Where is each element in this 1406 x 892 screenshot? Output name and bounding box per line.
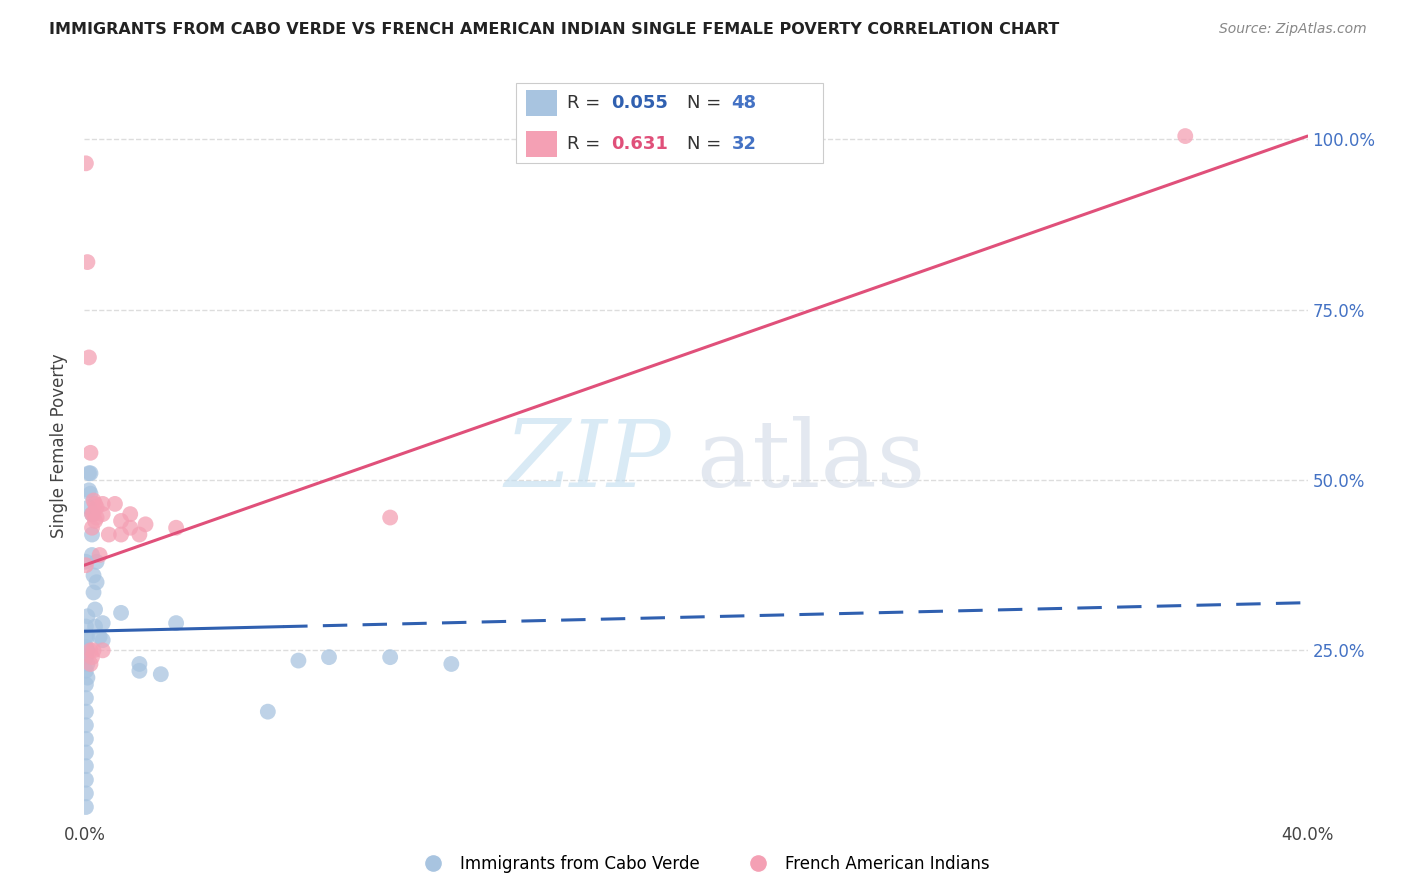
Point [76, 630, 98, 644]
Point [75, 800, 97, 814]
Point [76, 671, 98, 685]
Point [149, 667, 172, 681]
Point [75, 558, 97, 573]
Point [75, 664, 97, 678]
Point [79, 643, 101, 657]
Point [79, 446, 101, 460]
Point [128, 664, 150, 678]
Point [86, 510, 108, 524]
Point [165, 616, 187, 631]
Text: atlas: atlas [696, 416, 925, 506]
Point [75, 746, 97, 760]
Point [75, 759, 97, 773]
Point [83, 493, 105, 508]
Point [97, 527, 120, 541]
Text: 0.055: 0.055 [612, 95, 668, 112]
Point [77, 351, 100, 365]
Point [380, 510, 402, 524]
Point [120, 507, 142, 521]
Point [84, 619, 107, 633]
Point [83, 643, 105, 657]
Point [75, 156, 97, 170]
Text: ZIP: ZIP [505, 416, 672, 506]
Point [110, 514, 132, 528]
Text: 32: 32 [731, 135, 756, 153]
Point [84, 497, 107, 511]
Point [80, 527, 103, 541]
Text: Source: ZipAtlas.com: Source: ZipAtlas.com [1219, 22, 1367, 37]
Point [75, 772, 97, 787]
Point [75, 731, 97, 746]
Point [79, 657, 101, 671]
Point [76, 609, 98, 624]
Point [77, 467, 100, 481]
Point [75, 718, 97, 732]
Text: 0.631: 0.631 [612, 135, 668, 153]
Point [165, 521, 187, 535]
Point [1174, 129, 1197, 144]
Point [83, 507, 105, 521]
FancyBboxPatch shape [526, 131, 557, 157]
Point [135, 517, 157, 532]
Point [80, 521, 103, 535]
Y-axis label: Single Female Poverty: Single Female Poverty [51, 354, 69, 538]
Point [76, 255, 98, 269]
Point [110, 606, 132, 620]
FancyBboxPatch shape [526, 90, 557, 116]
Point [380, 650, 402, 665]
Point [80, 548, 103, 562]
Text: 48: 48 [731, 95, 756, 112]
Point [75, 650, 97, 665]
Legend: Immigrants from Cabo Verde, French American Indians: Immigrants from Cabo Verde, French Ameri… [411, 848, 995, 880]
Point [75, 705, 97, 719]
Point [91, 643, 114, 657]
Text: R =: R = [567, 95, 606, 112]
Text: N =: N = [688, 95, 727, 112]
Point [91, 633, 114, 648]
Point [257, 705, 280, 719]
Point [76, 657, 98, 671]
Point [79, 467, 101, 481]
Point [128, 657, 150, 671]
Point [75, 691, 97, 706]
Point [89, 548, 111, 562]
FancyBboxPatch shape [516, 83, 824, 163]
Point [91, 507, 114, 521]
Point [75, 630, 97, 644]
Point [75, 786, 97, 800]
Point [287, 654, 309, 668]
Point [86, 500, 108, 515]
Point [83, 568, 105, 582]
Point [84, 514, 107, 528]
Point [75, 640, 97, 654]
Point [86, 575, 108, 590]
Point [80, 507, 103, 521]
Point [110, 527, 132, 541]
Point [91, 616, 114, 631]
Point [120, 521, 142, 535]
Point [83, 585, 105, 599]
Text: N =: N = [688, 135, 727, 153]
Point [77, 483, 100, 498]
Point [75, 619, 97, 633]
Point [80, 507, 103, 521]
Point [80, 650, 103, 665]
Point [440, 657, 463, 671]
Point [76, 643, 98, 657]
Point [89, 630, 111, 644]
Point [84, 602, 107, 616]
Point [75, 555, 97, 569]
Text: IMMIGRANTS FROM CABO VERDE VS FRENCH AMERICAN INDIAN SINGLE FEMALE POVERTY CORRE: IMMIGRANTS FROM CABO VERDE VS FRENCH AME… [49, 22, 1060, 37]
Point [128, 527, 150, 541]
Point [91, 497, 114, 511]
Point [75, 677, 97, 691]
Point [79, 486, 101, 500]
Point [104, 497, 127, 511]
Point [318, 650, 340, 665]
Point [86, 555, 108, 569]
Text: R =: R = [567, 135, 606, 153]
Point [77, 500, 100, 515]
